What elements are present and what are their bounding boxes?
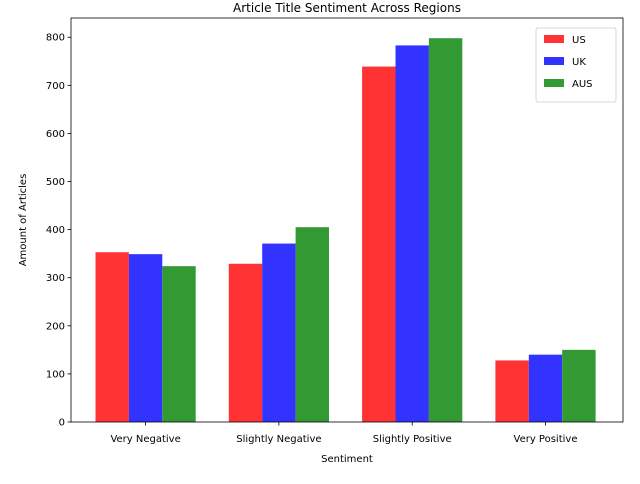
y-tick-label: 100 (46, 369, 65, 380)
plot-frame (70, 17, 624, 423)
chart-title: Article Title Sentiment Across Regions (233, 1, 461, 15)
y-tick-label: 0 (59, 418, 65, 429)
legend-label-aus: AUS (572, 79, 593, 90)
x-tick-label: Slightly Negative (236, 434, 321, 445)
y-tick-label: 700 (46, 81, 65, 92)
bar-aus-2 (428, 38, 463, 422)
bar-uk-1 (262, 243, 296, 422)
legend-label-us: US (572, 35, 586, 46)
legend-swatch-uk (544, 57, 564, 65)
x-tick-label: Very Positive (514, 434, 578, 445)
bar-us-3 (495, 360, 529, 422)
bar-us-2 (362, 66, 396, 422)
legend-swatch-us (544, 35, 564, 43)
y-tick-label: 800 (46, 33, 65, 44)
legend-swatch-aus (544, 79, 564, 87)
bar-us-1 (228, 263, 263, 422)
x-tick-label: Slightly Positive (373, 434, 452, 445)
legend-label-uk: UK (572, 57, 586, 68)
bar-aus-1 (295, 227, 329, 422)
x-axis-label: Sentiment (321, 454, 373, 465)
y-tick-label: 200 (46, 321, 65, 332)
y-tick-label: 400 (46, 225, 65, 236)
y-tick-label: 500 (46, 177, 65, 188)
bar-uk-3 (528, 354, 563, 422)
y-tick-label: 300 (46, 273, 65, 284)
bar-aus-0 (162, 266, 196, 422)
bar-aus-3 (562, 349, 596, 422)
bar-uk-0 (128, 254, 163, 422)
y-axis-label: Amount of Articles (18, 174, 29, 267)
y-tick-label: 600 (46, 129, 65, 140)
bar-uk-2 (395, 45, 429, 422)
bar-us-0 (95, 252, 129, 422)
x-tick-label: Very Negative (110, 434, 180, 445)
